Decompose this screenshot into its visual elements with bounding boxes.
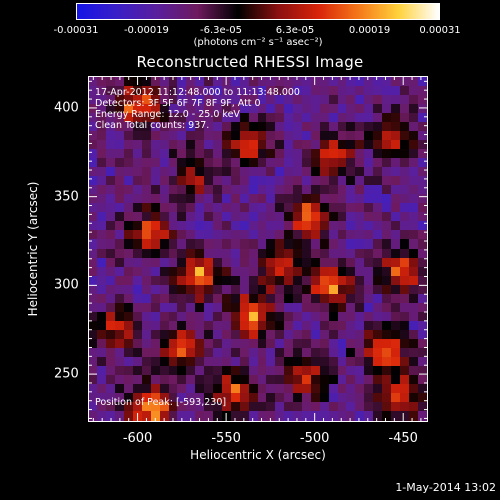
colorbar-tick-label: 0.00019: [348, 25, 391, 36]
annotation-time-range: 17-Apr-2012 11:12:48.000 to 11:13:48.000: [95, 87, 300, 98]
annotation-total-counts: Clean Total counts: 937.: [95, 120, 210, 131]
annotation-detectors: Detectors: 3F 5F 6F 7F 8F 9F, Att 0: [95, 98, 261, 109]
y-tick-label: 300: [54, 277, 79, 293]
x-axis-label: Heliocentric X (arcsec): [190, 448, 326, 462]
colorbar-tick-label: 0.00031: [419, 25, 461, 36]
colorbar-tick-label: -6.3e-05: [200, 25, 242, 36]
timestamp: 1-May-2014 13:02: [395, 481, 496, 494]
colorbar-tick-label: -0.00019: [123, 25, 169, 36]
y-tick-label: 250: [54, 366, 79, 382]
plot-area: 17-Apr-2012 11:12:48.000 to 11:13:48.000…: [88, 76, 428, 422]
heatmap-image: [89, 77, 427, 421]
chart-title: Reconstructed RHESSI Image: [136, 53, 364, 71]
annotation-peak-position: Position of Peak: [-593,230]: [95, 397, 227, 408]
y-tick-label: 400: [54, 100, 79, 116]
colorbar-units-label: (photons cm⁻² s⁻¹ asec⁻²): [193, 37, 323, 48]
x-tick-label: -550: [211, 431, 241, 446]
x-tick-label: -450: [388, 431, 418, 446]
x-tick-label: -500: [299, 431, 330, 446]
colorbar: [76, 3, 440, 20]
annotation-energy-range: Energy Range: 12.0 - 25.0 keV: [95, 109, 240, 120]
colorbar-tick-labels: -0.00031 -0.00019 -6.3e-05 6.3e-05 0.00019 0.…: [0, 0, 500, 60]
colorbar-tick-label: 6.3e-05: [275, 25, 315, 36]
y-tick-label: 350: [54, 189, 79, 205]
y-axis-label: Heliocentric Y (arcsec): [26, 181, 40, 317]
x-tick-label: -600: [122, 431, 153, 446]
colorbar-tick-label: -0.00031: [53, 25, 99, 36]
